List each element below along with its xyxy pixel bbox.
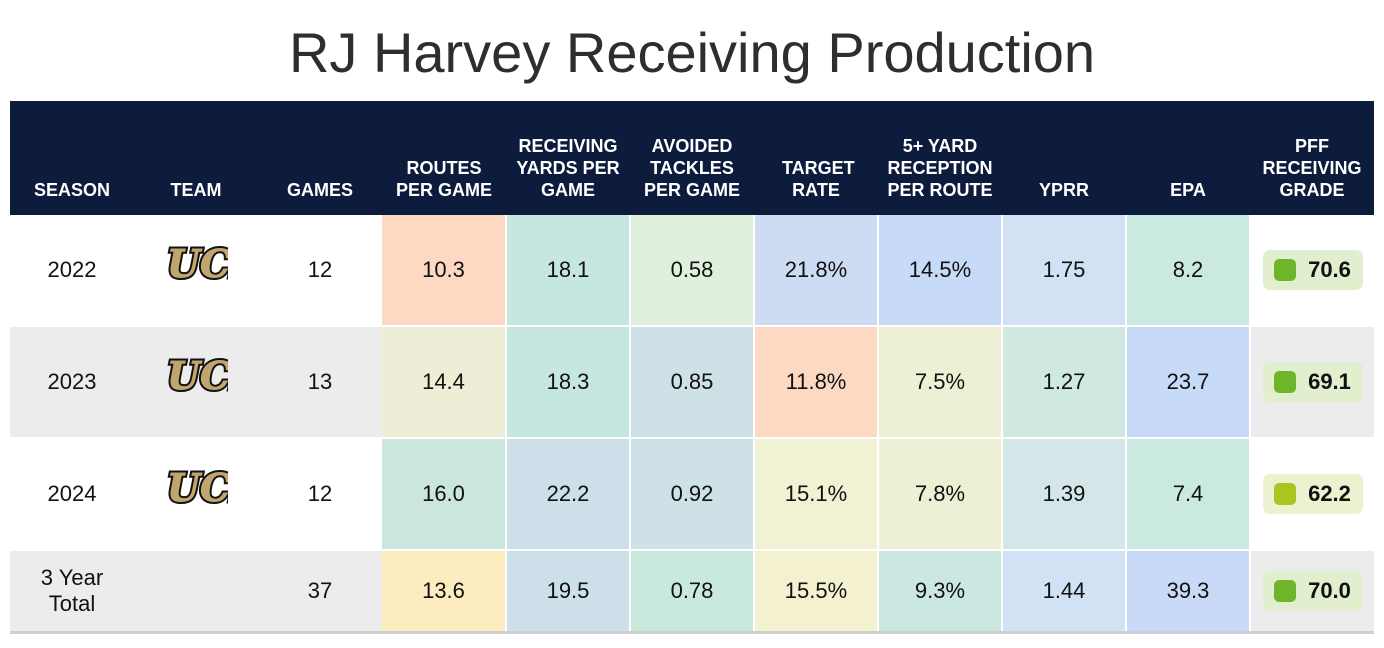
cell-target-rate: 21.8% <box>754 215 879 327</box>
cell-routes-per-game: 13.6 <box>382 550 507 634</box>
grade-badge: 70.6 <box>1262 250 1363 290</box>
grade-color-dot <box>1274 580 1297 602</box>
cell-routes-per-game: 16.0 <box>382 438 507 551</box>
cell-yprr: 1.44 <box>1002 550 1127 634</box>
grade-value: 69.1 <box>1308 369 1351 394</box>
cell-season: 3 Year Total <box>10 550 134 634</box>
cell-epa: 23.7 <box>1126 326 1251 439</box>
cell-season: 2022 <box>10 215 134 327</box>
grade-badge: 69.1 <box>1262 362 1363 402</box>
cell-pff-grade: 70.0 <box>1250 550 1374 634</box>
cell-5-yard-reception-per-route: 14.5% <box>878 215 1003 327</box>
cell-5-yard-reception-per-route: 7.5% <box>878 326 1003 439</box>
cell-team: UCFUCF <box>134 438 263 551</box>
cell-pff-grade: 70.6 <box>1250 215 1374 327</box>
cell-team: UCFUCF <box>134 215 263 327</box>
grade-color-dot <box>1274 371 1297 393</box>
cell-yprr: 1.27 <box>1002 326 1127 439</box>
cell-avoided-tackles-per-game: 0.58 <box>630 215 755 327</box>
cell-target-rate: 11.8% <box>754 326 879 439</box>
table-row: 2024 UCFUCF1216.022.20.9215.1%7.8%1.397.4… <box>10 438 1374 551</box>
grade-value: 70.6 <box>1308 257 1351 282</box>
cell-epa: 39.3 <box>1126 550 1251 634</box>
cell-epa: 8.2 <box>1126 215 1251 327</box>
ucf-logo: UCFUCF <box>164 351 263 413</box>
ucf-logo: UCFUCF <box>164 239 263 301</box>
cell-team <box>134 550 258 634</box>
grade-color-dot <box>1274 483 1297 505</box>
cell-avoided-tackles-per-game: 0.78 <box>630 550 755 634</box>
cell-target-rate: 15.5% <box>754 550 879 634</box>
header-routes-per-game[interactable]: ROUTES PER GAME <box>382 101 506 215</box>
cell-games: 37 <box>258 550 382 634</box>
header-5-yard-reception-per-route[interactable]: 5+ YARD RECEPTION PER ROUTE <box>878 101 1002 215</box>
header-receiving-yards-per-game[interactable]: RECEIVING YARDS PER GAME <box>506 101 630 215</box>
header-games[interactable]: GAMES <box>258 101 382 215</box>
header-epa[interactable]: EPA <box>1126 101 1250 215</box>
cell-target-rate: 15.1% <box>754 438 879 551</box>
header-target-rate[interactable]: TARGET RATE <box>754 101 878 215</box>
header-pff-receiving-grade[interactable]: PFF RECEIVING GRADE <box>1250 101 1374 215</box>
page-title: RJ Harvey Receiving Production <box>288 21 1096 84</box>
cell-receiving-yards-per-game: 19.5 <box>506 550 631 634</box>
grade-color-dot <box>1274 259 1297 281</box>
cell-receiving-yards-per-game: 22.2 <box>506 438 631 551</box>
cell-avoided-tackles-per-game: 0.85 <box>630 326 755 439</box>
cell-yprr: 1.75 <box>1002 215 1127 327</box>
cell-team: UCFUCF <box>134 326 263 439</box>
cell-pff-grade: 69.1 <box>1250 326 1374 439</box>
svg-text:UCF: UCF <box>167 353 228 398</box>
cell-season: 2023 <box>10 326 134 439</box>
ucf-logo: UCFUCF <box>164 463 263 525</box>
grade-value: 70.0 <box>1308 578 1351 603</box>
svg-text:UCF: UCF <box>167 241 228 286</box>
cell-season: 2024 <box>10 438 134 551</box>
cell-yprr: 1.39 <box>1002 438 1127 551</box>
header-season[interactable]: SEASON <box>10 101 134 215</box>
cell-games: 13 <box>258 326 382 439</box>
cell-games: 12 <box>258 215 382 327</box>
grade-badge: 62.2 <box>1262 474 1363 514</box>
grade-badge: 70.0 <box>1262 571 1363 611</box>
cell-5-yard-reception-per-route: 7.8% <box>878 438 1003 551</box>
header-row: SEASON TEAM GAMES ROUTES PER GAME RECEIV… <box>10 101 1374 215</box>
cell-pff-grade: 62.2 <box>1250 438 1374 551</box>
table-row: 3 Year Total 37 13.6 19.5 0.78 15.5% 9.3% 1.44 3… <box>10 550 1374 634</box>
receiving-table: SEASON TEAM GAMES ROUTES PER GAME RECEIV… <box>10 101 1374 634</box>
header-avoided-tackles-per-game[interactable]: AVOIDED TACKLES PER GAME <box>630 101 754 215</box>
header-team[interactable]: TEAM <box>134 101 258 215</box>
cell-routes-per-game: 10.3 <box>382 215 507 327</box>
cell-routes-per-game: 14.4 <box>382 326 507 439</box>
header-yprr[interactable]: YPRR <box>1002 101 1126 215</box>
cell-epa: 7.4 <box>1126 438 1251 551</box>
cell-games: 12 <box>258 438 382 551</box>
table-row: 2022 UCFUCF1210.318.10.5821.8%14.5%1.758.… <box>10 215 1374 327</box>
table-row: 2023 UCFUCF1314.418.30.8511.8%7.5%1.2723.… <box>10 326 1374 439</box>
grade-value: 62.2 <box>1308 481 1351 506</box>
cell-receiving-yards-per-game: 18.3 <box>506 326 631 439</box>
cell-receiving-yards-per-game: 18.1 <box>506 215 631 327</box>
svg-text:UCF: UCF <box>167 465 228 510</box>
cell-avoided-tackles-per-game: 0.92 <box>630 438 755 551</box>
cell-5-yard-reception-per-route: 9.3% <box>878 550 1003 634</box>
